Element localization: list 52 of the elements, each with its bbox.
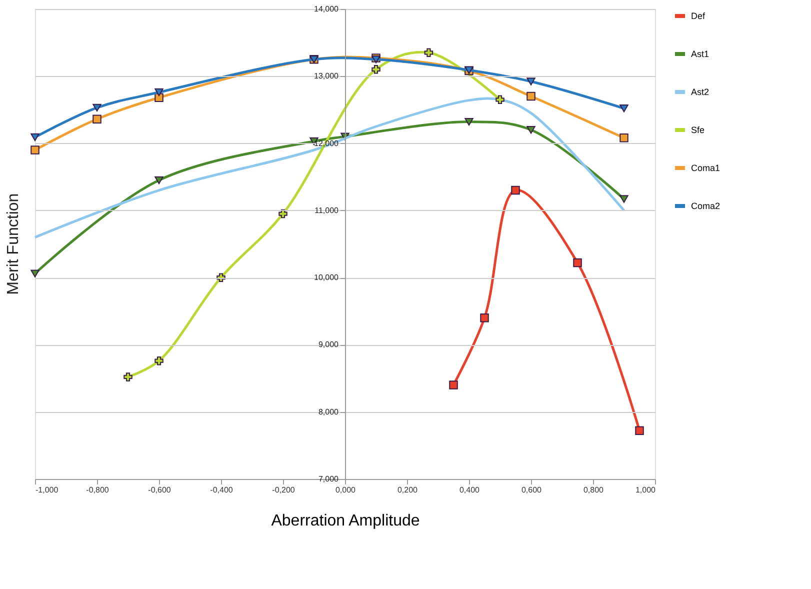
point [526, 92, 536, 101]
point [449, 380, 458, 390]
x-tick-label: 0,800 [583, 486, 604, 494]
x-tick-label: 0,600 [521, 486, 542, 494]
point [92, 114, 102, 124]
point [635, 426, 644, 436]
point [30, 146, 40, 154]
point [278, 209, 288, 218]
point [154, 176, 164, 184]
legend-label: Ast2 [691, 87, 710, 97]
point [511, 186, 520, 195]
x-tick-label: -0,800 [86, 486, 110, 494]
y-tick-label: 11,000 [314, 206, 340, 215]
point [154, 356, 164, 366]
y-tick-label: 12,000 [314, 138, 340, 148]
x-tick-label: 0,200 [397, 486, 418, 494]
y-tick-label: 14,000 [314, 4, 340, 14]
point [464, 118, 474, 126]
point [620, 134, 628, 142]
y-tick-label: 10,000 [314, 273, 340, 282]
y-tick-label: 9,000 [318, 340, 340, 350]
point [30, 133, 40, 142]
y-tick-label: 7,000 [318, 474, 340, 484]
y-axis-title: Merit Function [5, 193, 22, 295]
point [573, 258, 582, 268]
legend-label: Sfe [691, 125, 705, 135]
point [30, 270, 40, 278]
legend-label: Coma1 [691, 163, 720, 173]
x-tick-label: 1,000 [635, 486, 656, 494]
legend-label: Def [691, 11, 706, 21]
x-tick-label: 0,000 [335, 486, 356, 494]
point [620, 195, 628, 203]
point [526, 78, 536, 86]
point [92, 104, 102, 112]
point [620, 104, 628, 112]
point [496, 95, 504, 104]
point [124, 372, 132, 382]
legend-label: Ast1 [691, 49, 710, 59]
point [424, 48, 434, 58]
x-tick-label: -0,400 [210, 486, 234, 494]
y-tick-label: 8,000 [318, 407, 340, 416]
point [480, 313, 489, 322]
x-tick-label: -1,000 [36, 486, 59, 494]
point [526, 126, 536, 134]
y-tick-label: 13,000 [314, 72, 340, 81]
x-axis-title: Aberration Amplitude [271, 512, 420, 530]
point [154, 88, 164, 96]
x-tick-label: 0,400 [459, 486, 480, 494]
x-tick-label: -0,200 [272, 486, 296, 494]
x-tick-label: -0,600 [148, 486, 172, 494]
point [372, 65, 380, 74]
legend-label: Coma2 [691, 201, 720, 211]
